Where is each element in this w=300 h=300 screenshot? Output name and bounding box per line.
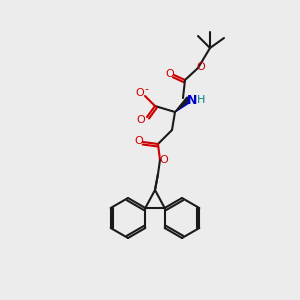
Text: O: O bbox=[135, 136, 143, 146]
Polygon shape bbox=[175, 96, 189, 112]
Text: O: O bbox=[166, 69, 174, 79]
Text: N: N bbox=[187, 94, 197, 106]
Text: O: O bbox=[160, 155, 168, 165]
Text: O: O bbox=[136, 88, 144, 98]
Polygon shape bbox=[175, 97, 187, 112]
Text: -: - bbox=[144, 84, 148, 94]
Text: O: O bbox=[136, 115, 146, 125]
Text: H: H bbox=[197, 95, 205, 105]
Text: O: O bbox=[196, 62, 206, 72]
